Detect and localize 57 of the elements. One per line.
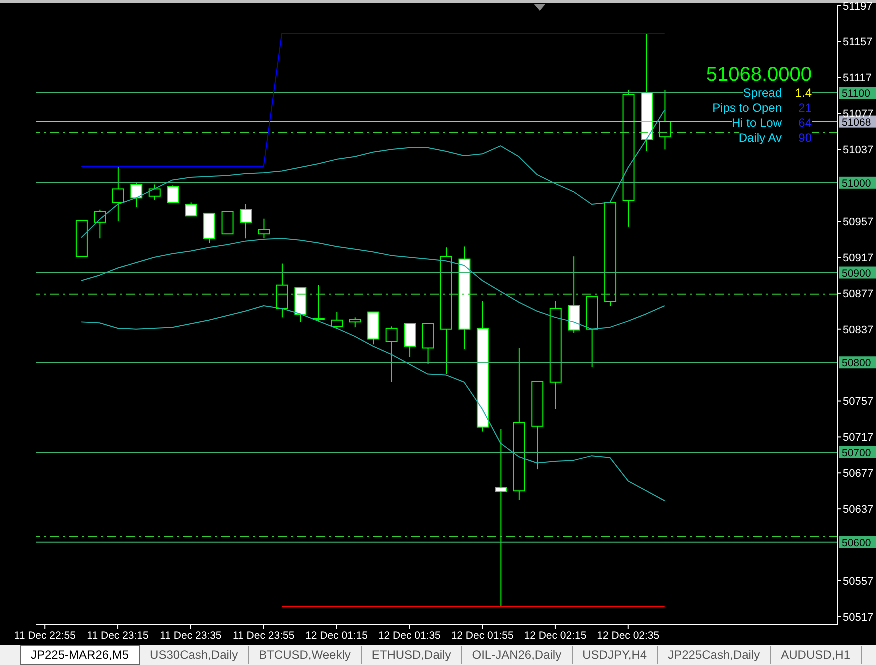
annotation: Hi to Low [732, 116, 782, 131]
candlestick [440, 247, 452, 375]
annotation: 1.4 [782, 86, 812, 101]
candlestick [240, 204, 252, 240]
candlestick [513, 348, 526, 501]
x-tick-label: 11 Dec 23:15 [87, 630, 150, 642]
y-tick-label: 51197 [843, 0, 873, 13]
text: USDJPY,H4 [572, 646, 658, 664]
y-tick-label: 51117 [843, 72, 872, 85]
candlestick [458, 246, 471, 350]
text: US30Cash,Daily [140, 646, 250, 664]
candlestick [641, 33, 653, 152]
annotation: Daily Av [738, 131, 782, 146]
text: JP225-MAR26,M5 [20, 645, 140, 665]
text: OIL-JAN26,Daily [462, 646, 573, 664]
x-tick-label: 12 Dec 01:55 [451, 630, 514, 642]
ref-line-label: 51000 [842, 178, 872, 190]
annotation: 51068.0000 [706, 64, 812, 87]
y-tick-label: 50677 [843, 468, 874, 480]
x-tick-label: 11 Dec 23:55 [232, 630, 295, 642]
y-tick-label: 50517 [843, 612, 874, 624]
y-tick-label: 51037 [843, 144, 874, 157]
y-tick-label: 50837 [843, 324, 874, 336]
text: ETHUSD,Daily [362, 646, 462, 664]
ref-line-label: 50700 [842, 447, 872, 460]
ref-line-label: 50800 [842, 358, 872, 370]
y-tick-label: 50757 [843, 396, 874, 408]
annotation: 90 [782, 131, 812, 146]
x-tick-label: 12 Dec 02:35 [597, 630, 660, 642]
x-tick-label: 11 Dec 22:55 [14, 630, 76, 642]
y-tick-label: 50557 [843, 576, 874, 588]
line-series [81, 306, 666, 502]
annotation: Spread [743, 86, 782, 101]
x-tick-label: 11 Dec 23:35 [160, 630, 222, 642]
x-tick-label: 12 Dec 01:15 [306, 630, 368, 642]
text: BTCUSD,Weekly [249, 646, 362, 664]
x-tick-label: 12 Dec 02:15 [524, 630, 587, 642]
ref-line-label: 50600 [842, 537, 872, 550]
line-series [81, 238, 666, 330]
annotation: 21 [782, 101, 812, 116]
text: JP225Cash,Daily [658, 646, 772, 664]
ref-line-label: 51100 [842, 88, 871, 100]
candlestick [550, 301, 562, 410]
candlestick [112, 166, 124, 222]
annotation: 64 [782, 116, 812, 131]
annotation: Pips to Open [712, 101, 782, 116]
x-tick-label: 12 Dec 01:35 [378, 630, 442, 642]
y-tick-label: 50957 [843, 216, 874, 228]
text: AUDUSD,H1 [771, 646, 862, 664]
y-tick-label: 50917 [843, 252, 874, 264]
y-tick-label: 50637 [843, 504, 874, 516]
y-tick-label: 51157 [843, 36, 873, 49]
line-series [81, 110, 666, 238]
y-tick-label: 50877 [843, 288, 874, 300]
ref-line-label: 50900 [842, 268, 872, 280]
candlestick [495, 428, 508, 608]
y-tick-label: 50717 [843, 432, 874, 444]
